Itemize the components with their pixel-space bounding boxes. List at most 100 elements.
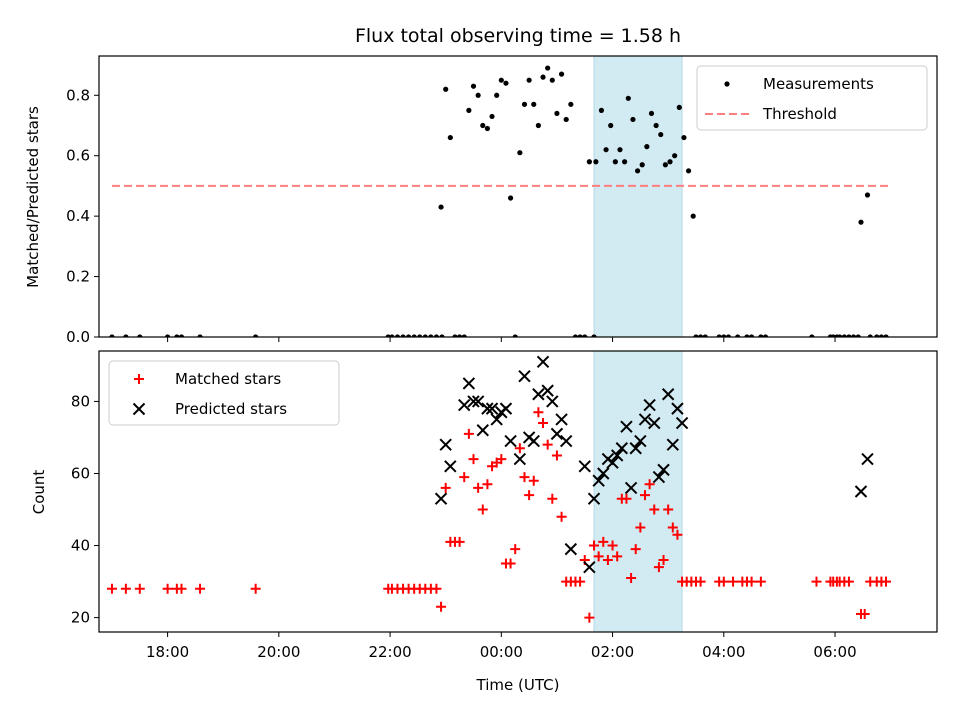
data-point xyxy=(695,576,706,587)
data-point xyxy=(473,482,484,493)
data-point xyxy=(406,334,412,337)
data-point xyxy=(434,492,448,505)
data-point xyxy=(749,334,755,337)
data-point xyxy=(755,576,766,587)
data-point xyxy=(439,438,452,451)
data-point xyxy=(253,334,259,337)
data-point xyxy=(535,122,541,129)
data-point xyxy=(545,65,551,71)
data-point xyxy=(541,384,554,397)
data-point xyxy=(510,544,521,555)
bottom-panel: Count Time (UTC) 20 40 60 80 18:00 20:00 22:00… xyxy=(30,350,938,694)
data-point xyxy=(625,95,631,101)
data-point xyxy=(663,504,674,515)
data-point xyxy=(524,490,535,501)
legend-plus-icon xyxy=(134,374,144,384)
data-point xyxy=(610,449,624,462)
data-point xyxy=(559,434,573,448)
x-tick-label: 06:00 xyxy=(813,643,856,661)
data-point xyxy=(593,551,604,562)
data-point xyxy=(514,443,525,454)
data-point xyxy=(485,402,499,415)
data-point xyxy=(630,544,641,555)
data-point xyxy=(675,416,689,430)
data-point xyxy=(462,377,476,390)
data-point xyxy=(178,334,185,337)
axes-frame xyxy=(98,55,938,338)
x-tick-label: 20:00 xyxy=(257,643,300,661)
data-point xyxy=(551,450,562,461)
data-point xyxy=(438,204,444,210)
data-point xyxy=(411,334,417,337)
data-point xyxy=(602,554,613,565)
data-point xyxy=(718,576,729,587)
data-point xyxy=(648,416,661,430)
data-point xyxy=(685,168,692,174)
data-point xyxy=(197,334,203,337)
data-point xyxy=(549,77,555,83)
data-point xyxy=(629,442,642,455)
data-point xyxy=(503,80,509,86)
data-point xyxy=(634,168,641,174)
data-point xyxy=(572,334,579,337)
data-point xyxy=(676,104,682,110)
data-point xyxy=(531,101,537,107)
data-point xyxy=(843,576,854,587)
data-point xyxy=(250,583,261,594)
data-point xyxy=(457,334,463,337)
data-point xyxy=(498,77,504,83)
data-point xyxy=(162,583,173,594)
data-point xyxy=(841,334,847,337)
data-point xyxy=(728,576,739,587)
data-point xyxy=(467,395,480,408)
data-point xyxy=(859,608,870,619)
data-point xyxy=(621,493,632,504)
x-tick-label: 04:00 xyxy=(702,643,745,661)
data-point xyxy=(698,334,704,337)
legend-label: Threshold xyxy=(762,105,837,123)
y-tick-label: 20 xyxy=(71,609,90,627)
data-point xyxy=(564,542,578,556)
data-point xyxy=(744,334,750,337)
data-point xyxy=(477,504,488,515)
data-point xyxy=(693,334,699,337)
data-point xyxy=(436,601,447,612)
data-point xyxy=(454,536,465,547)
data-point xyxy=(532,388,545,401)
y-tick-label: 80 xyxy=(71,392,90,410)
data-point xyxy=(563,116,569,123)
x-tick-label: 02:00 xyxy=(591,643,634,661)
axes-frame xyxy=(98,350,938,633)
data-point xyxy=(881,576,892,587)
data-point xyxy=(578,460,591,473)
data-point xyxy=(846,334,852,337)
y-tick-label: 60 xyxy=(71,464,90,482)
legend: Matched stars Predicted stars xyxy=(108,360,340,426)
data-point xyxy=(811,576,822,587)
data-point xyxy=(547,493,558,504)
data-point xyxy=(652,470,666,484)
data-point xyxy=(542,439,553,450)
x-axis-label: Time (UTC) xyxy=(476,676,560,694)
data-point xyxy=(589,540,600,551)
top-panel: Flux total observing time = 1.58 h Match… xyxy=(24,25,938,346)
data-point xyxy=(439,334,445,337)
data-point xyxy=(603,147,609,153)
data-point xyxy=(658,131,664,138)
data-point xyxy=(716,334,722,337)
data-point xyxy=(626,572,637,583)
data-point xyxy=(106,583,117,594)
data-point xyxy=(746,576,757,587)
data-point xyxy=(606,456,619,469)
data-point xyxy=(639,162,645,168)
data-point xyxy=(612,551,623,562)
data-point xyxy=(607,540,618,551)
data-point xyxy=(568,101,574,107)
data-point xyxy=(513,452,527,466)
data-point xyxy=(598,536,609,547)
data-point xyxy=(109,334,115,337)
data-point xyxy=(620,420,633,433)
data-point xyxy=(593,159,599,165)
legend-label: Matched stars xyxy=(175,370,281,388)
